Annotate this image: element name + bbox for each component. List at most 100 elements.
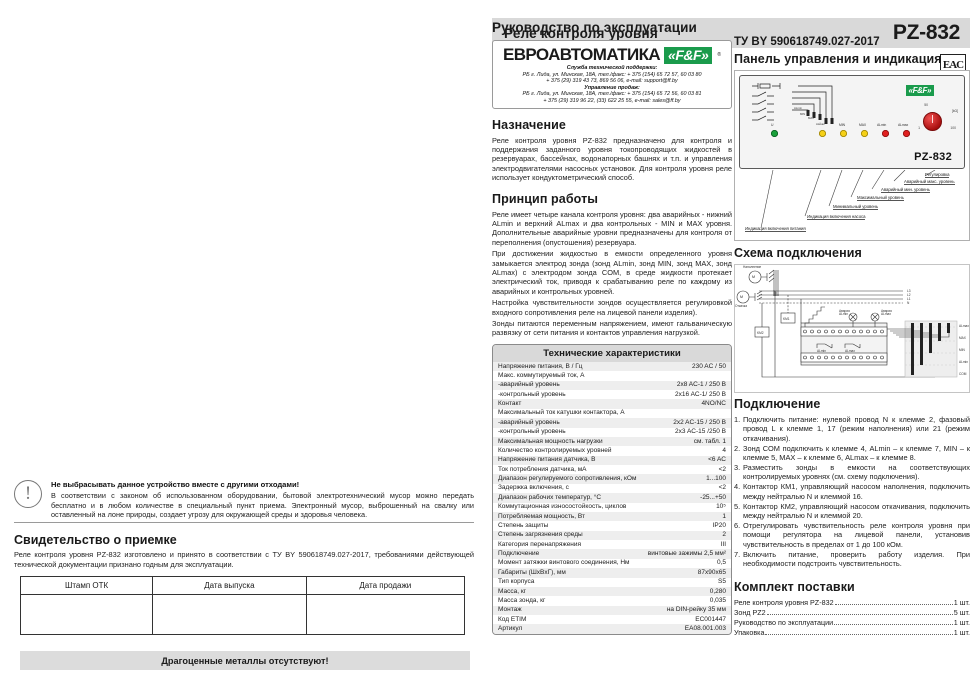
spec-name: Контакт	[498, 400, 522, 408]
kit-item: Зонд PZ2 5 шт.	[734, 608, 970, 618]
spec-value: 2x3 AC-15 /250 В	[675, 428, 726, 436]
kit-item-qty: 5 шт.	[953, 607, 970, 617]
otk-entry-row	[19, 594, 466, 636]
otk-col-mfg: Дата выпуска	[152, 576, 307, 596]
purpose-text: Реле контроля уровня PZ-832 предназначен…	[492, 135, 732, 183]
kit-item-qty: 1 шт.	[953, 627, 970, 637]
spec-name: Артикул	[498, 625, 523, 633]
sales-line-1: РБ г. Лида, ул. Минская, 18А, тел./факс:…	[522, 91, 702, 98]
knob-scale-max: 100	[950, 126, 956, 130]
spec-name: -аварийный уровень	[498, 418, 560, 426]
kit-item: Реле контроля уровня PZ-832 1 шт.	[734, 598, 970, 608]
otk-table: Штамп ОТК Дата выпуска Дата продажи	[19, 576, 466, 636]
right-column: ТУ BY 590618749.027-2017 Панель управлен…	[734, 20, 970, 638]
spec-row: Код ETIM EC001447	[493, 615, 731, 625]
led-power	[771, 130, 778, 137]
otk-cell-stamp[interactable]	[19, 594, 154, 636]
spec-row: Макс. коммутируемый ток, А	[493, 371, 731, 381]
kit-item-qty: 1 шт.	[953, 597, 970, 607]
otk-cell-sale[interactable]	[305, 594, 466, 636]
svg-text:M: M	[752, 275, 755, 279]
spec-name: Тип корпуса	[498, 578, 535, 586]
otk-col-stamp: Штамп ОТК	[19, 576, 154, 596]
svg-text:ALmin: ALmin	[959, 360, 968, 364]
knob-scale-mid: 50	[924, 103, 928, 107]
svg-text:Авария: Авария	[839, 309, 850, 313]
spec-name: Диапазон рабочих температур, °С	[498, 493, 602, 501]
purpose-heading: Назначение	[492, 117, 566, 132]
motor-fill-label: Наполнение	[743, 265, 761, 269]
led-label-almax: ALmax	[898, 123, 909, 127]
spec-name: Категория перенапряжения	[498, 540, 582, 548]
connection-step: Включить питание, проверить работу издел…	[734, 549, 970, 569]
spec-value: 0,035	[709, 596, 726, 604]
kit-dot-leader	[834, 623, 953, 625]
connection-step: Подключить питание: нулевой провод N к к…	[734, 415, 970, 443]
tu-code: ТУ BY 590618749.027-2017	[734, 36, 880, 48]
kit-item-qty: 1 шт.	[953, 617, 970, 627]
callout-pump: Индикация включения насоса	[807, 214, 866, 221]
otk-header-row: Штамп ОТК Дата выпуска Дата продажи	[19, 576, 466, 596]
svg-text:ALmin: ALmin	[817, 349, 826, 353]
weee-text: В соответствии с законом об использованн…	[51, 491, 474, 520]
spec-value: 0,280	[709, 587, 726, 595]
spec-row: Степень защиты IP20	[493, 521, 731, 531]
page-title: Реле контроля уровня	[504, 25, 658, 41]
spec-value: 4	[722, 446, 726, 454]
acceptance-certificate: Свидетельство о приемке Реле контроля ур…	[14, 533, 474, 636]
spec-value: на DIN-рейку 35 мм	[666, 606, 726, 614]
svg-text:M: M	[740, 295, 743, 299]
led-label-max: MAX	[859, 123, 867, 127]
kit-item-name: Руководство по эксплуатации	[734, 617, 834, 627]
connection-steps-list: Подключить питание: нулевой провод N к к…	[734, 415, 970, 569]
svg-text:L2: L2	[907, 293, 911, 297]
svg-text:N: N	[907, 301, 910, 305]
spec-value: 0,5	[716, 559, 726, 567]
spec-row: Задержка включения, с <2	[493, 483, 731, 494]
manual-heading: Руководство по эксплуатации	[492, 20, 697, 35]
kit-dot-leader	[765, 633, 953, 635]
spec-value: 230 AC / 50	[692, 362, 726, 370]
spec-row: Тип корпуса S5	[493, 577, 731, 587]
svg-text:MAX: MAX	[959, 336, 967, 340]
principle-paragraph-3: Настройка чувствительности зондов осущес…	[492, 298, 732, 317]
svg-text:COM: COM	[959, 372, 967, 376]
pump-icon: ⎍	[819, 122, 822, 126]
ff-logo-icon: «F&F»	[664, 46, 713, 64]
svg-text:ALmax: ALmax	[845, 349, 855, 353]
kit-dot-leader	[766, 613, 953, 615]
spec-name: Ток потребления датчика, мА	[498, 465, 587, 473]
sensitivity-knob[interactable]	[923, 112, 942, 131]
connection-step: Разместить зонды в емкости на соответств…	[734, 463, 970, 482]
spec-row: Масса зонда, кг 0,035	[493, 596, 731, 606]
spec-value: III	[720, 540, 726, 548]
control-panel-diagram: ALmin MIN MAX ALmax «F&F» U ⎍ MIN MAX AL…	[734, 70, 970, 241]
svg-text:ALmax: ALmax	[959, 324, 969, 328]
otk-cell-mfg[interactable]	[152, 594, 307, 636]
knob-scale-min: 1	[918, 126, 920, 130]
spec-row: Подключение винтовые зажимы 2,5 мм²	[493, 549, 731, 559]
spec-value: 4NO/NC	[701, 400, 726, 408]
spec-value: EC001447	[695, 615, 726, 623]
svg-text:ALmin: ALmin	[794, 106, 802, 110]
spec-row: Диапазон регулируемого сопротивления, кО…	[493, 474, 731, 484]
brand-logo-block: ЕВРОАВТОМАТИКА «F&F» ® Служба техническо…	[492, 40, 732, 109]
svg-text:ALmin: ALmin	[839, 312, 848, 316]
certificate-text: Реле контроля уровня PZ-832 изготовлено …	[14, 550, 474, 569]
callout-max: Максимальный уровень	[857, 195, 904, 202]
spec-name: Степень загрязнения среды	[498, 531, 583, 539]
principle-paragraph-1: Реле имеет четыре канала контроля уровня…	[492, 209, 732, 247]
spec-name: Макс. коммутируемый ток, А	[498, 371, 585, 379]
led-almin	[882, 130, 889, 137]
spec-name: Коммутационная износостойкость, циклов	[498, 503, 627, 511]
spec-row: Монтаж на DIN-рейку 35 мм	[493, 605, 731, 615]
sales-title: Управление продаж:	[584, 84, 640, 91]
led-min	[840, 130, 847, 137]
led-almax	[903, 130, 910, 137]
spec-value: EA08.001.003	[684, 625, 726, 633]
wiring-diagram-svg: Наполнение Откачка M M L3 L2 L1 N KM2 KM…	[735, 265, 969, 378]
spec-name: Потребляемая мощность, Вт	[498, 512, 586, 520]
spec-value: 2	[722, 531, 726, 539]
spec-row: Артикул EA08.001.003	[493, 624, 731, 634]
